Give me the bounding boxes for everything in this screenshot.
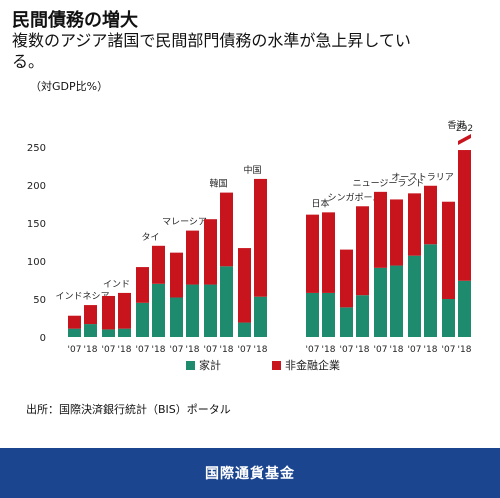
x-year-label: '07 — [136, 345, 150, 355]
bar-corporate — [238, 248, 251, 323]
y-tick-label: 50 — [33, 295, 46, 306]
chart-title: 民間債務の増大 — [12, 10, 138, 31]
bar-corporate — [152, 245, 165, 284]
chart-subtitle: 複数のアジア諸国で民間部門債務の水準が急上昇している。 — [12, 31, 411, 71]
group-label: マレーシア — [162, 218, 207, 228]
bar-household — [340, 307, 353, 337]
group-label: 香港 — [447, 119, 465, 131]
x-year-label: '18 — [322, 345, 336, 355]
bar-corporate — [322, 212, 335, 293]
group-label: 中国 — [243, 164, 261, 176]
bar-corporate — [340, 249, 353, 308]
x-year-label: '07 — [204, 345, 218, 355]
bar-household — [204, 284, 217, 337]
legend-swatch-corporate — [272, 361, 281, 370]
bar-corporate — [374, 191, 387, 268]
bar-household — [390, 265, 403, 337]
bar-corporate — [102, 295, 115, 330]
bar-corporate — [306, 214, 319, 293]
y-tick-label: 250 — [27, 143, 46, 154]
bar-corporate — [204, 219, 217, 285]
bar-corporate — [68, 315, 81, 329]
y-tick-label: 100 — [27, 257, 46, 268]
group-label: 韓国 — [209, 179, 227, 190]
x-year-label: '18 — [424, 345, 438, 355]
bar-household — [238, 322, 251, 337]
y-axis-unit: （対GDP比%） — [30, 80, 109, 93]
group-label: インド — [103, 280, 130, 290]
bar-corporate — [136, 267, 149, 303]
x-year-label: '07 — [442, 345, 456, 355]
x-year-label: '18 — [186, 345, 200, 355]
bar-household — [102, 329, 115, 337]
bar-household — [254, 296, 267, 337]
bar-corporate — [220, 192, 233, 267]
group-label: 日本 — [311, 197, 329, 209]
y-tick-label: 0 — [40, 333, 46, 344]
x-year-label: '07 — [238, 345, 252, 355]
bar-household — [118, 328, 131, 337]
footer-org-name: 国際通貨基金 — [205, 466, 295, 482]
group-label: インドネシア — [55, 291, 109, 302]
legend-label-household: 家計 — [199, 358, 221, 372]
y-tick-label: 200 — [27, 181, 46, 192]
x-year-label: '18 — [356, 345, 370, 355]
x-year-label: '18 — [458, 345, 472, 355]
bar-corporate — [186, 230, 199, 285]
bar-corporate — [356, 206, 369, 296]
bar-corporate-break-cap — [458, 134, 471, 146]
x-year-label: '07 — [68, 345, 82, 355]
bar-household — [220, 266, 233, 337]
value-annotation: 292 — [456, 124, 473, 134]
bar-household — [306, 292, 319, 337]
footer-banner: 国際通貨基金 — [0, 448, 500, 498]
x-year-label: '18 — [390, 345, 404, 355]
x-year-label: '18 — [152, 345, 166, 355]
bar-household — [458, 280, 471, 337]
bar-corporate — [442, 201, 455, 299]
bar-household — [170, 297, 183, 337]
bar-household — [322, 292, 335, 337]
bar-corporate — [118, 292, 131, 329]
x-year-label: '07 — [340, 345, 354, 355]
x-year-label: '07 — [408, 345, 422, 355]
x-year-label: '07 — [170, 345, 184, 355]
bar-corporate — [424, 185, 437, 245]
bar-household — [68, 328, 81, 337]
group-label: タイ — [141, 232, 159, 243]
x-year-label: '18 — [84, 345, 98, 355]
bar-corporate — [254, 178, 267, 297]
source-note: 出所：国際決済銀行統計（BIS）ポータル — [26, 403, 231, 416]
bar-household — [152, 283, 165, 337]
bar-corporate — [408, 193, 421, 256]
bar-household — [424, 244, 437, 337]
bar-corporate — [84, 305, 97, 325]
bar-household — [442, 299, 455, 337]
bar-corporate — [170, 252, 183, 298]
x-year-label: '18 — [220, 345, 234, 355]
bar-corporate — [458, 150, 471, 281]
group-label: ニュージーランド — [353, 178, 425, 189]
legend-swatch-household — [186, 361, 195, 370]
bar-household — [84, 324, 97, 337]
x-year-label: '07 — [102, 345, 116, 355]
x-year-label: '18 — [254, 345, 268, 355]
y-tick-label: 150 — [27, 219, 46, 230]
bar-household — [186, 284, 199, 337]
bar-household — [408, 255, 421, 337]
legend-label-corporate: 非金融企業 — [285, 358, 340, 372]
x-year-label: '07 — [374, 345, 388, 355]
x-year-label: '07 — [306, 345, 320, 355]
group-label: オーストラリア — [391, 172, 454, 183]
bar-household — [136, 302, 149, 337]
group-label: シンガポール — [327, 192, 381, 203]
bar-household — [374, 267, 387, 337]
x-year-label: '18 — [118, 345, 132, 355]
bar-corporate — [390, 199, 403, 266]
bar-household — [356, 295, 369, 337]
